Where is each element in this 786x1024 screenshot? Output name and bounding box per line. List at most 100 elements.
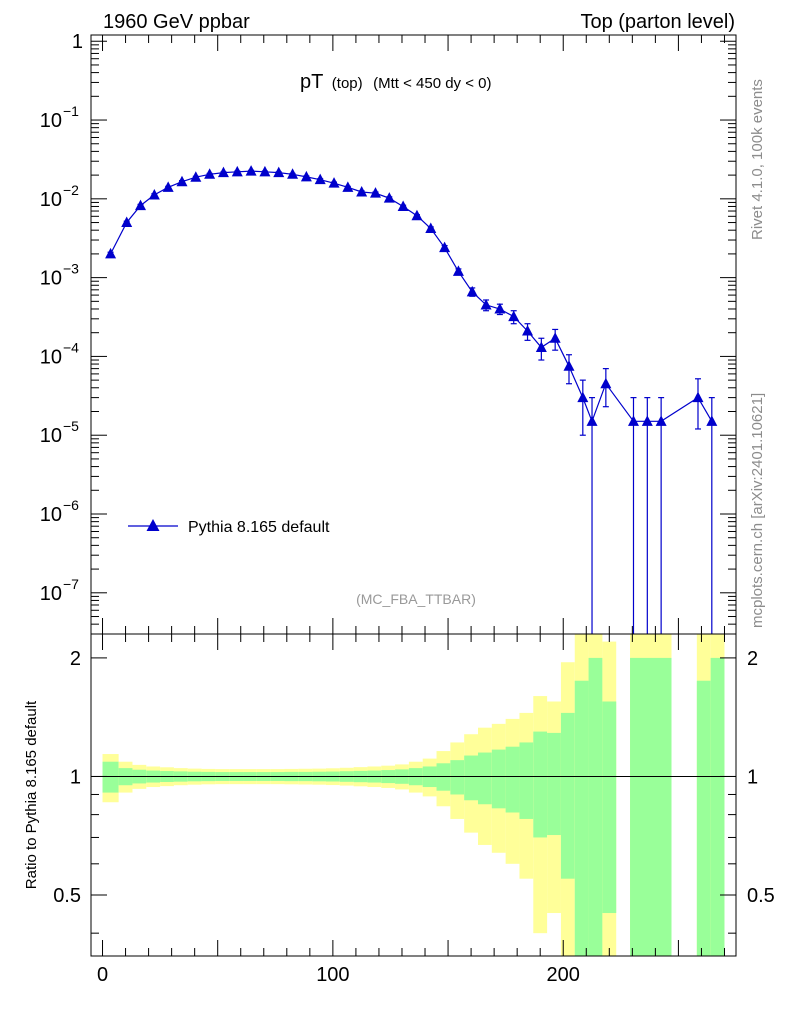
ratio-inner-band (491, 749, 506, 809)
data-point (356, 186, 368, 197)
data-point (287, 168, 299, 179)
series-line (110, 170, 713, 423)
data-point (439, 241, 451, 253)
ratio-inner-band (478, 752, 492, 805)
ratio-inner-band (710, 657, 725, 956)
data-point (627, 415, 639, 426)
main-y-tick-labels: 110−110−210−310−410−510−610−7 (40, 31, 83, 605)
data-point (204, 168, 216, 179)
ratio-inner-band (560, 712, 575, 879)
ratio-bands (102, 634, 725, 956)
data-point (259, 165, 271, 177)
data-point (706, 415, 718, 426)
data-point (121, 216, 133, 228)
data-point (190, 171, 202, 182)
ratio-y-tick-label: 0.5 (53, 885, 81, 907)
y-tick-label: 10 (40, 346, 62, 368)
data-point (535, 341, 547, 352)
ratio-inner-band (602, 701, 617, 914)
ratio-inner-band (505, 746, 520, 813)
title-sub: (top) (332, 75, 363, 92)
ratio-inner-band (696, 680, 711, 956)
data-point (522, 325, 534, 336)
data-point (176, 175, 188, 187)
y-tick-exponent: −4 (63, 339, 79, 355)
data-point (162, 181, 174, 192)
data-point (425, 222, 437, 234)
data-point (105, 247, 117, 259)
x-tick-label: 100 (316, 964, 349, 986)
y-tick-label: 10 (40, 110, 62, 132)
data-point (342, 181, 354, 192)
main-axis-ticks (91, 35, 736, 635)
data-point (273, 166, 285, 178)
y-tick-exponent: −1 (63, 103, 79, 119)
header-left: 1960 GeV ppbar (103, 11, 250, 33)
ratio-y-tick-label-right: 1 (747, 766, 758, 788)
y-tick-exponent: −3 (63, 261, 79, 277)
header-right: Top (parton level) (580, 11, 735, 33)
data-point (586, 415, 598, 426)
ratio-inner-band (450, 760, 465, 795)
data-point (217, 166, 229, 178)
y-tick-label: 10 (40, 189, 62, 211)
ratio-panel: 0.5 0.5 1 1 2 2 0 100 200 Ratio to Pythia 8.165 … (23, 633, 775, 986)
data-point (641, 415, 653, 426)
y-tick-exponent: −2 (63, 182, 79, 198)
main-frame (90, 34, 737, 635)
data-point (692, 391, 704, 403)
data-point (655, 415, 667, 426)
y-tick-label: 10 (40, 504, 62, 526)
y-tick-label: 10 (40, 268, 62, 290)
ratio-inner-band (533, 731, 548, 838)
data-point (508, 310, 520, 322)
ratio-inner-band (588, 657, 603, 956)
data-point (563, 360, 575, 371)
data-point (135, 199, 147, 211)
ratio-y-tick-label-right: 0.5 (747, 885, 775, 907)
ratio-inner-band (436, 763, 451, 791)
y-tick-label: 1 (72, 31, 83, 53)
main-series (105, 165, 718, 634)
data-point (314, 173, 326, 185)
data-point (549, 332, 561, 343)
data-point (148, 188, 160, 200)
y-tick-exponent: −5 (63, 418, 79, 434)
ratio-y-tick-label: 1 (70, 766, 81, 788)
data-point (577, 391, 589, 403)
site-label: mcplots.cern.ch [arXiv:2401.10621] (749, 393, 766, 628)
legend-marker (146, 519, 160, 531)
data-point (397, 200, 409, 211)
x-tick-label: 0 (97, 964, 108, 986)
data-point (494, 302, 506, 314)
y-tick-exponent: −7 (63, 576, 79, 592)
data-point (600, 377, 612, 389)
ratio-axis-ticks (91, 634, 736, 956)
legend: Pythia 8.165 default (128, 519, 330, 536)
legend-label: Pythia 8.165 default (188, 519, 330, 536)
y-tick-label: 10 (40, 583, 62, 605)
title-cut: (Mtt < 450 dy < 0) (373, 75, 491, 92)
data-point (231, 165, 243, 177)
rivet-label: Rivet 4.1.0, 100k events (749, 79, 766, 240)
ratio-inner-band (519, 742, 534, 819)
ratio-inner-band (574, 680, 589, 956)
ratio-y-tick-label-right: 2 (747, 648, 758, 670)
data-point (369, 187, 381, 198)
ratio-inner-band (547, 732, 561, 836)
data-point (411, 209, 423, 221)
title-main: pT (300, 71, 323, 93)
data-point (328, 177, 340, 188)
main-panel: 110−110−210−310−410−510−610−7 pT (top) (… (40, 31, 737, 635)
ratio-inner-band (630, 657, 672, 956)
y-tick-label: 10 (40, 425, 62, 447)
data-point (300, 170, 312, 182)
ratio-y-axis-label: Ratio to Pythia 8.165 default (23, 700, 40, 889)
data-point (480, 298, 492, 310)
ratio-y-tick-label: 2 (70, 648, 81, 670)
data-point (466, 285, 478, 297)
plot-title: pT (top) (Mtt < 450 dy < 0) (300, 71, 491, 93)
x-tick-label: 200 (547, 964, 580, 986)
data-point (245, 165, 257, 176)
